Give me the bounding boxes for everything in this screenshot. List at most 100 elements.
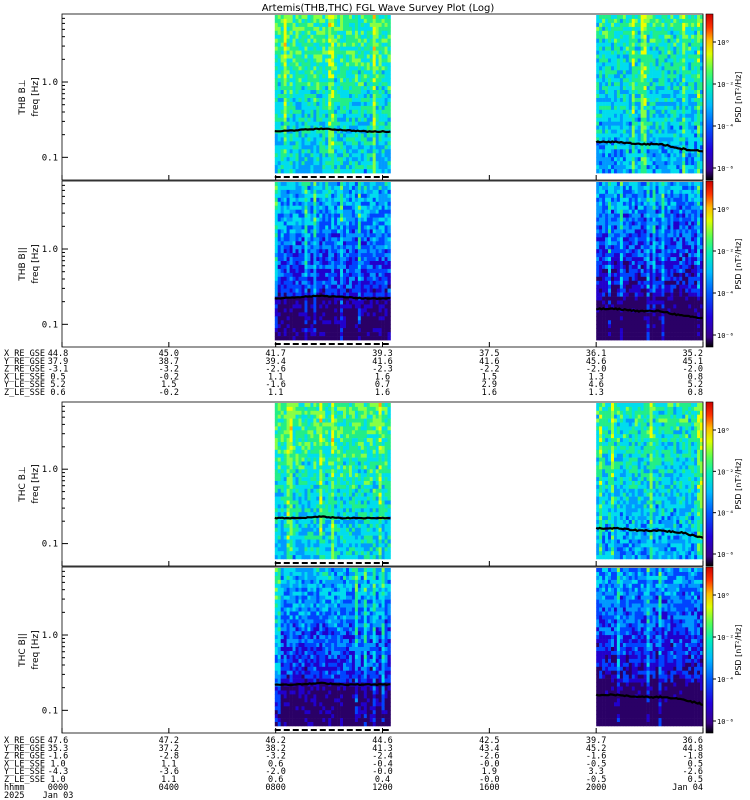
spectrogram-cell — [384, 221, 388, 226]
spectrogram-cell — [614, 133, 618, 138]
spectrogram-cell — [596, 70, 600, 75]
spectrogram-cell — [316, 145, 320, 150]
spectrogram-cell — [611, 18, 615, 24]
spectrogram-cell — [295, 332, 299, 337]
spectrogram-cell — [349, 225, 353, 230]
spectrogram-cell — [357, 261, 362, 266]
spectrogram-cell — [334, 276, 338, 282]
spectrogram-cell — [596, 336, 600, 341]
spectrogram-cell — [325, 264, 329, 270]
colorbar — [705, 13, 714, 181]
spectrogram-cell — [289, 332, 293, 337]
spectrogram-cell — [646, 117, 650, 122]
spectrogram-cell — [381, 316, 385, 321]
spectrogram-cell — [301, 117, 305, 122]
spectrogram-cell — [295, 105, 299, 111]
spectrogram-cell — [688, 58, 692, 63]
spectrogram-cell — [331, 312, 335, 317]
spectrogram-cell — [384, 304, 388, 309]
spectrogram-cell — [316, 237, 320, 242]
spectrogram-cell — [304, 320, 308, 325]
spectrogram-cell — [616, 113, 621, 119]
spectrogram-cell — [319, 26, 323, 32]
spectrogram-cell — [602, 229, 606, 234]
spectrogram-cell — [363, 133, 368, 138]
spectrogram-cell — [289, 94, 293, 99]
spectrogram-cell — [310, 197, 314, 203]
spectrogram-cell — [349, 46, 353, 51]
spectrogram-cell — [310, 26, 314, 32]
spectrogram-cell — [608, 62, 612, 67]
spectrogram-cell — [602, 121, 606, 126]
spectrogram-cell — [661, 157, 665, 162]
spectrogram-cell — [685, 18, 689, 24]
spectrogram-cell — [337, 137, 341, 142]
spectrogram-cell — [375, 121, 379, 126]
spectrogram-cell — [357, 54, 362, 59]
spectrogram-cell — [354, 221, 359, 226]
spectrogram-cell — [614, 26, 618, 32]
spectrogram-cell — [366, 257, 371, 262]
spectrogram-cell — [384, 189, 388, 195]
spectrogram-cell — [634, 62, 638, 67]
spectrogram-cell — [322, 149, 326, 154]
spectrogram-cell — [616, 30, 621, 36]
spectrogram-cell — [697, 125, 701, 130]
spectrogram-cell — [360, 336, 365, 341]
spectrogram-cell — [605, 213, 609, 218]
spectrogram-cell — [625, 153, 630, 158]
spectrogram-cell — [605, 332, 609, 337]
spectrogram-cell — [634, 38, 638, 43]
spectrogram-cell — [325, 153, 329, 158]
spectrogram-cell — [346, 253, 350, 258]
spectrogram-cell — [298, 288, 302, 293]
spectrogram-cell — [596, 268, 600, 274]
spectrogram-cell — [640, 34, 644, 40]
spectrogram-cell — [322, 233, 326, 238]
spectrogram-cell — [369, 308, 373, 313]
spectrogram-cell — [340, 141, 344, 146]
spectrogram-cell — [360, 26, 365, 32]
spectrogram-cell — [605, 221, 609, 226]
spectrogram-cell — [310, 165, 314, 170]
spectrogram-cell — [340, 109, 344, 115]
spectrogram-cell — [676, 82, 680, 87]
spectrogram-cell — [616, 336, 621, 341]
spectrogram-cell — [340, 197, 344, 203]
spectrogram-cell — [605, 276, 609, 282]
spectrogram-cell — [331, 221, 335, 226]
spectrogram-cell — [616, 264, 621, 270]
spectrogram-cell — [277, 324, 281, 329]
spectrogram-cell — [360, 182, 365, 187]
spectrogram-cell — [619, 217, 624, 222]
spectrogram-cell — [328, 213, 332, 218]
figure-title: Artemis(THB,THC) FGL Wave Survey Plot (L… — [262, 3, 495, 14]
spectrogram-cell — [664, 26, 668, 32]
spectrogram-cell — [298, 86, 302, 91]
spectrogram-cell — [298, 22, 302, 28]
spectrogram-cell — [366, 125, 371, 130]
spectrogram-cell — [611, 257, 615, 262]
spectrogram-cell — [685, 113, 689, 119]
spectrogram-cell — [357, 276, 362, 282]
spectrogram-cell — [289, 161, 293, 166]
spectrogram-cell — [602, 15, 606, 20]
spectrogram-cell — [387, 328, 391, 333]
spectrogram-cell — [337, 145, 341, 150]
spectrogram-cell — [277, 125, 281, 130]
spectrogram-cell — [682, 161, 686, 166]
spectrogram-cell — [351, 328, 356, 333]
spectrogram-cell — [661, 26, 665, 32]
spectrogram-cell — [313, 54, 317, 59]
spectrogram-cell — [611, 117, 615, 122]
spectrogram-cell — [357, 304, 362, 309]
spectrogram-cell — [354, 193, 359, 199]
spectrogram-cell — [622, 129, 627, 134]
spectrogram-cell — [360, 42, 365, 47]
spectrogram-cell — [661, 145, 665, 150]
spectrogram-cell — [343, 332, 347, 337]
spectrogram-cell — [643, 94, 647, 99]
spectrogram-cell — [337, 74, 341, 79]
spectrogram-cell — [346, 249, 350, 254]
spectrogram-cell — [378, 90, 382, 95]
